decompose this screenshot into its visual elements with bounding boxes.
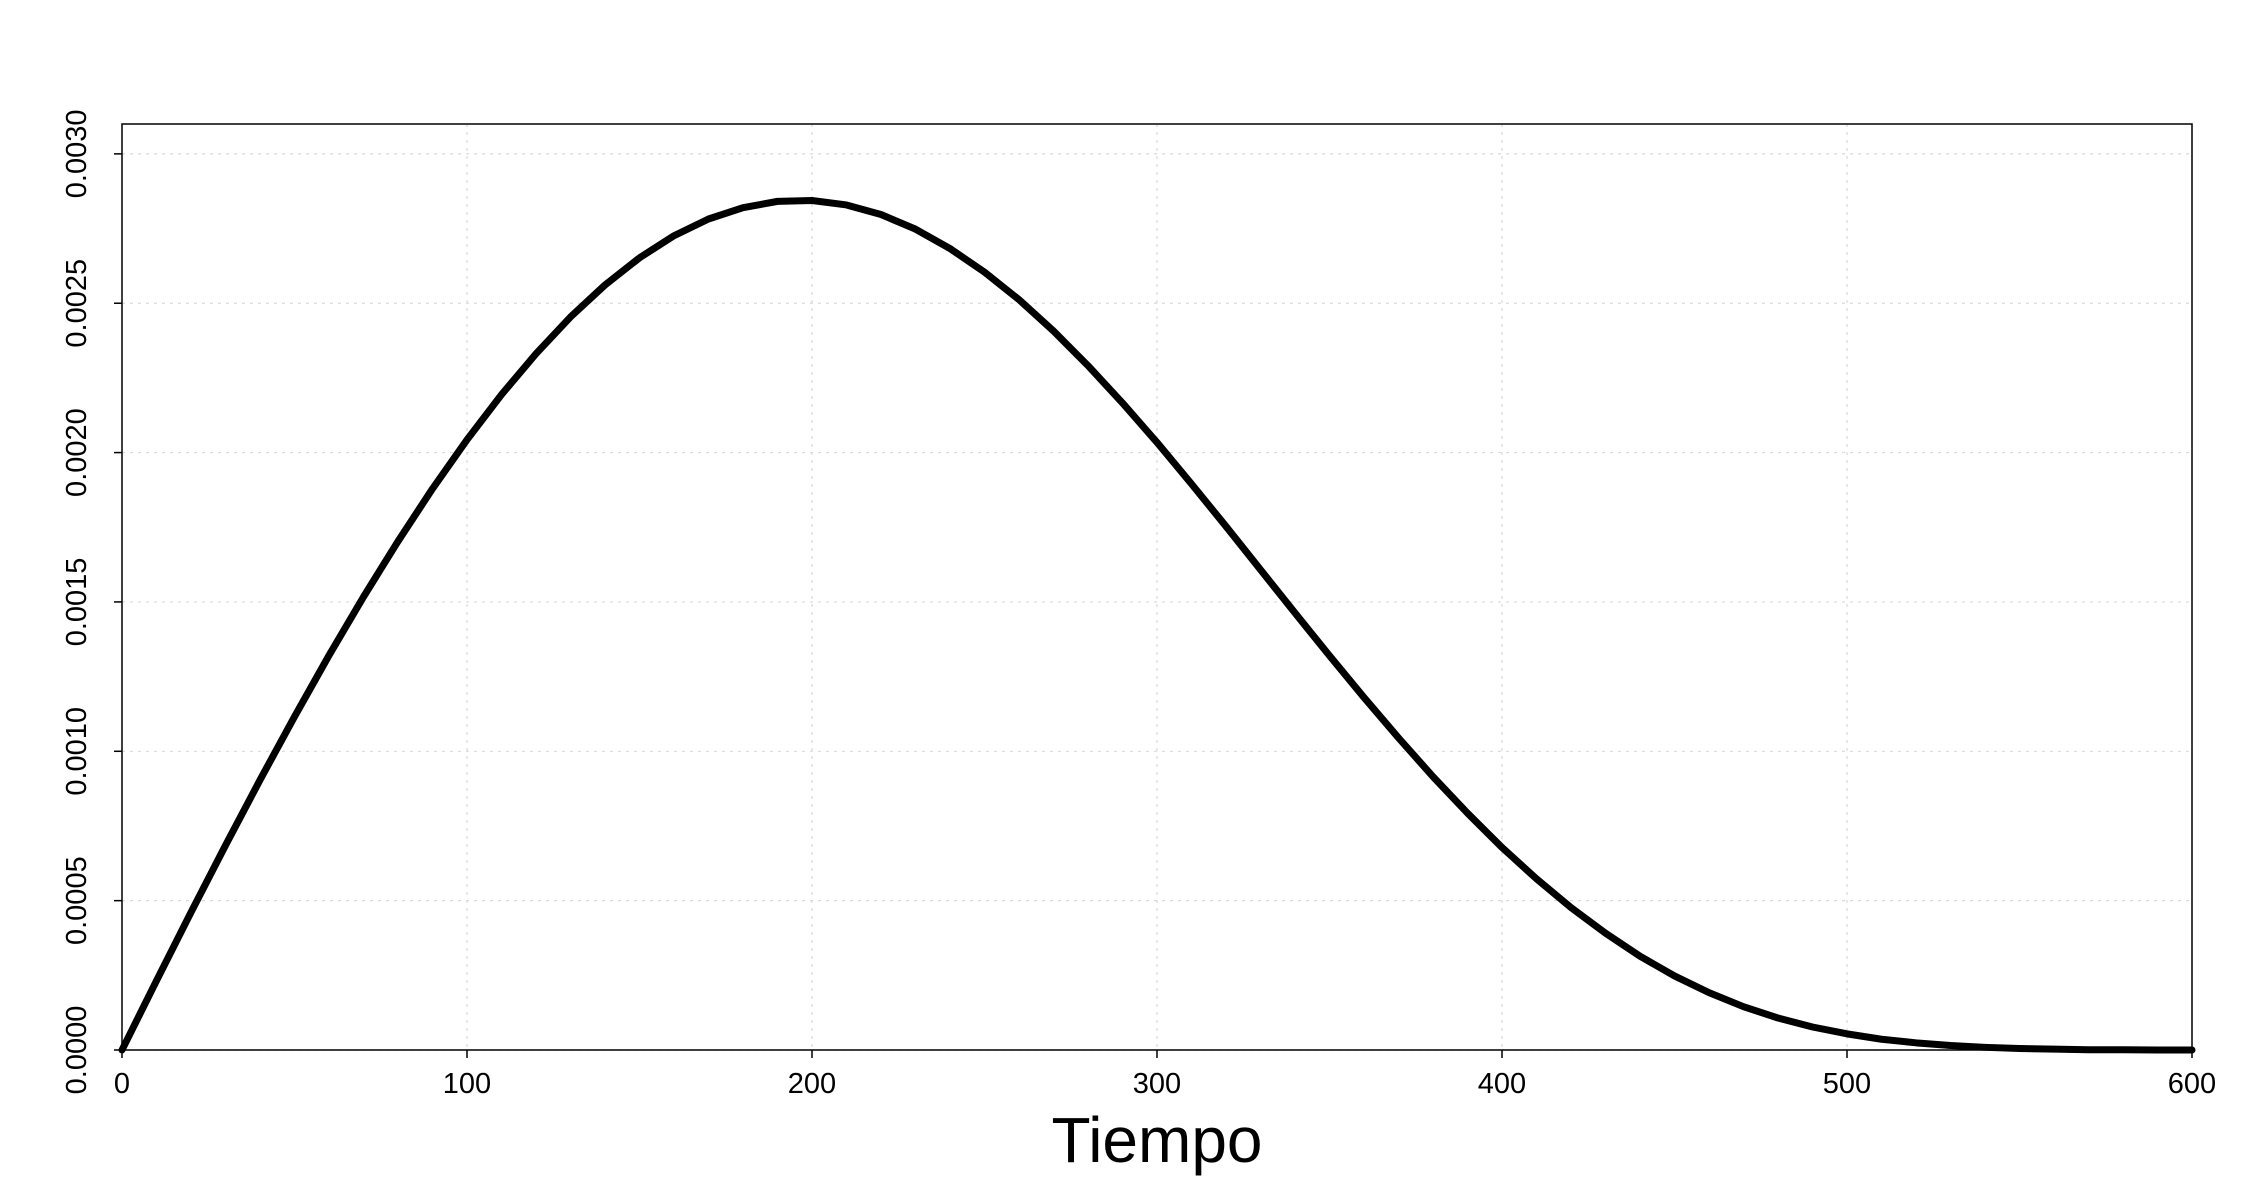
y-tick-label: 0.0025 xyxy=(61,259,93,348)
x-tick-label: 0 xyxy=(114,1068,130,1100)
y-tick-label: 0.0015 xyxy=(61,558,93,647)
x-tick-label: 400 xyxy=(1478,1068,1526,1100)
x-tick-label: 200 xyxy=(788,1068,836,1100)
y-tick-label: 0.0005 xyxy=(61,856,93,945)
x-tick-label: 500 xyxy=(1823,1068,1871,1100)
y-tick-label: 0.0010 xyxy=(61,707,93,796)
x-axis-title: Tiempo xyxy=(1051,1104,1262,1176)
series-layer xyxy=(118,196,2196,1054)
y-tick-label: 0.0030 xyxy=(61,110,93,199)
grid xyxy=(121,124,2193,1051)
series-line xyxy=(118,196,2196,1054)
x-axis: 0 100 200 300 400 500 600 xyxy=(114,1050,2216,1100)
x-tick-label: 100 xyxy=(443,1068,491,1100)
y-tick-label: 0.0000 xyxy=(61,1006,93,1095)
y-tick-label: 0.0020 xyxy=(61,408,93,497)
y-axis: 0.0000 0.0005 0.0010 0.0015 0.0020 0.0025 0.00… xyxy=(61,110,122,1095)
x-tick-label: 300 xyxy=(1133,1068,1181,1100)
x-tick-label: 600 xyxy=(2168,1068,2216,1100)
